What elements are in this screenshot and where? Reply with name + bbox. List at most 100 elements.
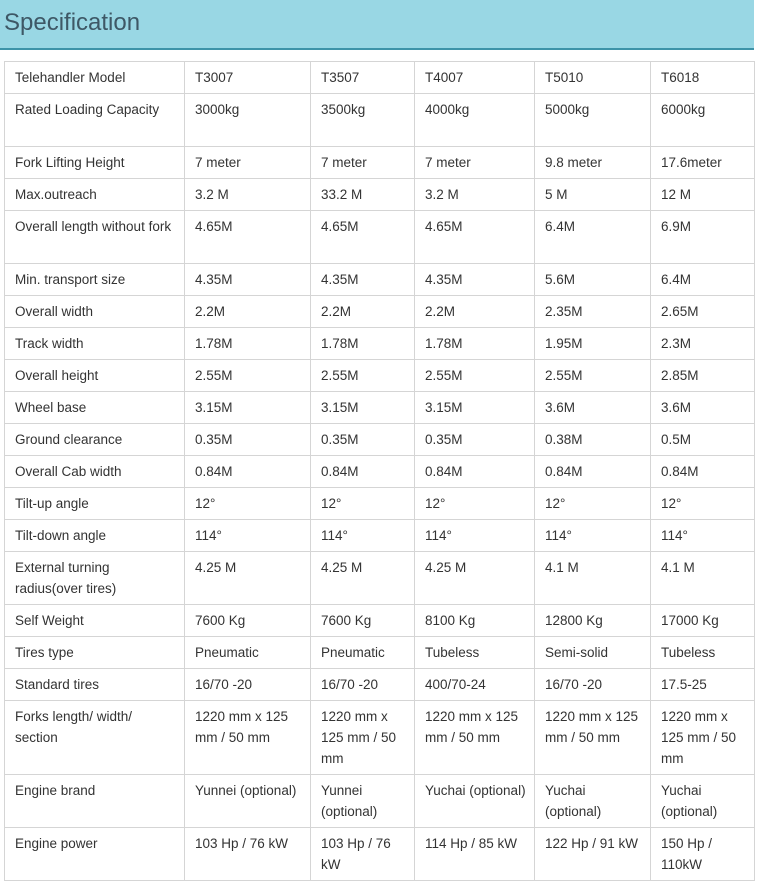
spec-cell: Pneumatic — [184, 636, 311, 669]
spec-cell: 114° — [310, 519, 415, 552]
spec-cell: 0.38M — [534, 423, 651, 456]
column-header-t6018: T6018 — [650, 61, 755, 94]
spec-cell: 1220 mm x 125 mm / 50 mm — [310, 700, 415, 775]
spec-cell: Semi-solid — [534, 636, 651, 669]
table-row: Standard tires 16/70 -20 16/70 -20 400/70-2… — [4, 668, 755, 701]
spec-cell: 6.4M — [534, 210, 651, 264]
table-row: Engine brand Yunnei (optional) Yunnei (opt… — [4, 774, 755, 828]
spec-cell: 2.65M — [650, 295, 755, 328]
spec-cell: Yunnei (optional) — [310, 774, 415, 828]
spec-cell: 0.35M — [310, 423, 415, 456]
spec-cell: 4.65M — [184, 210, 311, 264]
spec-cell: 5 M — [534, 178, 651, 211]
table-row: Overall width 2.2M 2.2M 2.2M 2.35M 2.65M — [4, 295, 755, 328]
row-label: Wheel base — [4, 391, 185, 424]
row-label: Tilt-up angle — [4, 487, 185, 520]
row-label: Rated Loading Capacity — [4, 93, 185, 147]
column-header-t5010: T5010 — [534, 61, 651, 94]
table-header-row: Telehandler Model T3007 T3507 T4007 T501… — [4, 61, 755, 94]
spec-cell: 103 Hp / 76 kW — [184, 827, 311, 881]
spec-cell: 0.35M — [184, 423, 311, 456]
spec-cell: 4.1 M — [534, 551, 651, 605]
column-header-t3507: T3507 — [310, 61, 415, 94]
row-label: Overall height — [4, 359, 185, 392]
column-header-t3007: T3007 — [184, 61, 311, 94]
table-row: Ground clearance 0.35M 0.35M 0.35M 0.38M 0.5M — [4, 423, 755, 456]
spec-cell: 3.15M — [310, 391, 415, 424]
spec-cell: 1220 mm x 125 mm / 50 mm — [184, 700, 311, 775]
spec-cell: 8100 Kg — [414, 604, 535, 637]
spec-cell: Tubeless — [414, 636, 535, 669]
spec-cell: 3.6M — [534, 391, 651, 424]
spec-cell: 114° — [184, 519, 311, 552]
page-title: Specification — [4, 9, 141, 36]
spec-cell: 114° — [414, 519, 535, 552]
column-header-t4007: T4007 — [414, 61, 535, 94]
spec-cell: 4.35M — [310, 263, 415, 296]
table-row: Self Weight 7600 Kg 7600 Kg 8100 Kg 12800 Kg… — [4, 604, 755, 637]
spec-cell: 33.2 M — [310, 178, 415, 211]
row-label: Overall Cab width — [4, 455, 185, 488]
table-row: Min. transport size 4.35M 4.35M 4.35M 5.6M 6.… — [4, 263, 755, 296]
spec-cell: 4.35M — [414, 263, 535, 296]
spec-cell: 17.5-25 — [650, 668, 755, 701]
spec-cell: 3.15M — [414, 391, 535, 424]
row-label: Overall length without fork — [4, 210, 185, 264]
spec-cell: 0.35M — [414, 423, 535, 456]
table-row: Overall Cab width 0.84M 0.84M 0.84M 0.84M 0.8… — [4, 455, 755, 488]
spec-cell: Yuchai (optional) — [534, 774, 651, 828]
row-label: Standard tires — [4, 668, 185, 701]
spec-cell: 9.8 meter — [534, 146, 651, 179]
spec-cell: Pneumatic — [310, 636, 415, 669]
spec-cell: Yunnei (optional) — [184, 774, 311, 828]
row-label: External turning radius(over tires) — [4, 551, 185, 605]
spec-cell: 0.84M — [534, 455, 651, 488]
spec-cell: 4.25 M — [414, 551, 535, 605]
spec-cell: 2.2M — [184, 295, 311, 328]
spec-cell: 150 Hp / 110kW — [650, 827, 755, 881]
spec-cell: 2.2M — [310, 295, 415, 328]
spec-cell: 0.84M — [184, 455, 311, 488]
spec-cell: 3.2 M — [184, 178, 311, 211]
spec-cell: 6000kg — [650, 93, 755, 147]
spec-cell: Yuchai (optional) — [414, 774, 535, 828]
spec-cell: 0.5M — [650, 423, 755, 456]
spec-cell: 3.6M — [650, 391, 755, 424]
spec-cell: 12° — [534, 487, 651, 520]
spec-cell: 114° — [650, 519, 755, 552]
spec-cell: 3500kg — [310, 93, 415, 147]
table-row: Fork Lifting Height 7 meter 7 meter 7 meter… — [4, 146, 755, 179]
spec-cell: 2.35M — [534, 295, 651, 328]
spec-cell: 4.1 M — [650, 551, 755, 605]
row-label: Min. transport size — [4, 263, 185, 296]
table-row: Wheel base 3.15M 3.15M 3.15M 3.6M 3.6M — [4, 391, 755, 424]
spec-cell: 1.78M — [414, 327, 535, 360]
spec-cell: 1220 mm x 125 mm / 50 mm — [414, 700, 535, 775]
spec-cell: 114 Hp / 85 kW — [414, 827, 535, 881]
spec-cell: 17000 Kg — [650, 604, 755, 637]
row-label: Fork Lifting Height — [4, 146, 185, 179]
table-row: Engine power 103 Hp / 76 kW 103 Hp / 76 kW… — [4, 827, 755, 881]
table-row: Overall length without fork 4.65M 4.65M 4.6… — [4, 210, 755, 264]
table-row: Tilt-down angle 114° 114° 114° 114° 114° — [4, 519, 755, 552]
spec-cell: 3.2 M — [414, 178, 535, 211]
spec-cell: 12° — [650, 487, 755, 520]
row-label: Engine power — [4, 827, 185, 881]
row-label: Forks length/ width/ section — [4, 700, 185, 775]
spec-cell: 2.2M — [414, 295, 535, 328]
row-label: Self Weight — [4, 604, 185, 637]
specification-table: Telehandler Model T3007 T3507 T4007 T501… — [4, 61, 755, 881]
spec-cell: 4.25 M — [310, 551, 415, 605]
spec-cell: 4000kg — [414, 93, 535, 147]
spec-cell: 7 meter — [184, 146, 311, 179]
column-header-model: Telehandler Model — [4, 61, 185, 94]
spec-cell: 6.4M — [650, 263, 755, 296]
spec-cell: 2.55M — [534, 359, 651, 392]
row-label: Tilt-down angle — [4, 519, 185, 552]
spec-cell: Yuchai (optional) — [650, 774, 755, 828]
spec-cell: 4.35M — [184, 263, 311, 296]
row-label: Track width — [4, 327, 185, 360]
spec-cell: 3.15M — [184, 391, 311, 424]
spec-cell: 1.78M — [184, 327, 311, 360]
